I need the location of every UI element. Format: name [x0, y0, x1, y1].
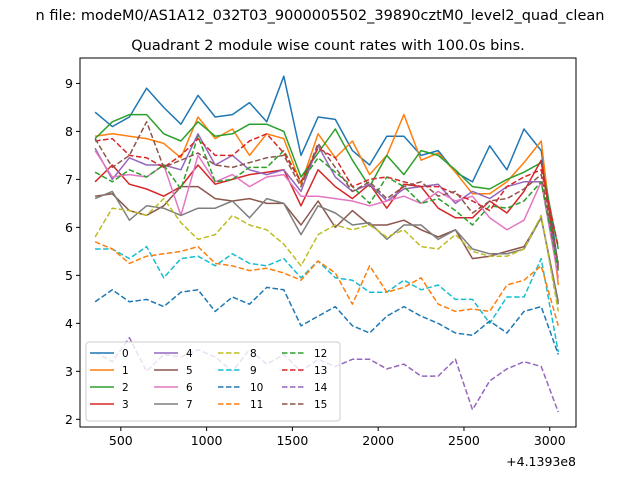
y-tick-label: 4	[65, 316, 73, 331]
y-tick-label: 3	[65, 364, 73, 379]
series-line-15	[94, 121, 560, 264]
legend-label-0: 0	[122, 348, 129, 360]
y-tick-label: 7	[65, 172, 73, 187]
legend-label-9: 9	[250, 365, 257, 377]
legend-label-14: 14	[314, 382, 328, 394]
legend-label-5: 5	[186, 365, 193, 377]
legend-label-15: 15	[314, 399, 327, 411]
figure-suptitle: n file: modeM0/AS1A12_032T03_9000005502_…	[36, 8, 605, 24]
series-line-8	[94, 197, 560, 312]
series-line-5	[94, 185, 560, 302]
legend-label-1: 1	[122, 365, 129, 377]
x-axis: 500 1000 1500 2000 2500 3000	[109, 427, 566, 448]
series-line-1	[94, 113, 560, 286]
legend-label-13: 13	[314, 365, 327, 377]
x-offset-label: +4.1393e8	[506, 454, 576, 469]
y-tick-label: 9	[65, 76, 73, 91]
series-line-0	[94, 75, 560, 266]
series-line-4	[94, 133, 560, 266]
series-line-12	[94, 135, 560, 271]
x-tick-label: 2500	[448, 433, 480, 448]
legend-label-12: 12	[314, 348, 327, 360]
x-tick-label: 500	[109, 433, 133, 448]
legend-label-2: 2	[122, 382, 129, 394]
legend-label-3: 3	[122, 399, 129, 411]
y-axis: 2 3 4 5 6 7 8 9	[65, 76, 80, 427]
legend-label-11: 11	[250, 399, 263, 411]
y-tick-label: 5	[65, 268, 73, 283]
legend-label-4: 4	[186, 348, 193, 360]
series-line-11	[94, 241, 560, 327]
series-line-9	[95, 245, 560, 353]
series-line-10	[94, 286, 560, 355]
x-tick-label: 3000	[534, 433, 566, 448]
plot-lines	[94, 75, 560, 413]
legend-label-10: 10	[250, 382, 263, 394]
plot-frame	[79, 57, 577, 428]
y-tick-label: 2	[65, 412, 73, 427]
legend-label-6: 6	[186, 382, 193, 394]
legend-label-7: 7	[186, 399, 193, 411]
x-tick-label: 1500	[276, 433, 308, 448]
series-line-2	[94, 113, 560, 250]
chart-title: Quadrant 2 module wise count rates with …	[131, 38, 525, 54]
x-tick-label: 2000	[362, 433, 394, 448]
series-line-7	[94, 190, 560, 305]
legend-label-8: 8	[250, 348, 257, 360]
legend-box	[85, 341, 341, 422]
series-line-13	[94, 133, 560, 247]
y-tick-label: 8	[65, 124, 73, 139]
y-tick-label: 6	[65, 220, 73, 235]
x-tick-label: 1000	[191, 433, 223, 448]
